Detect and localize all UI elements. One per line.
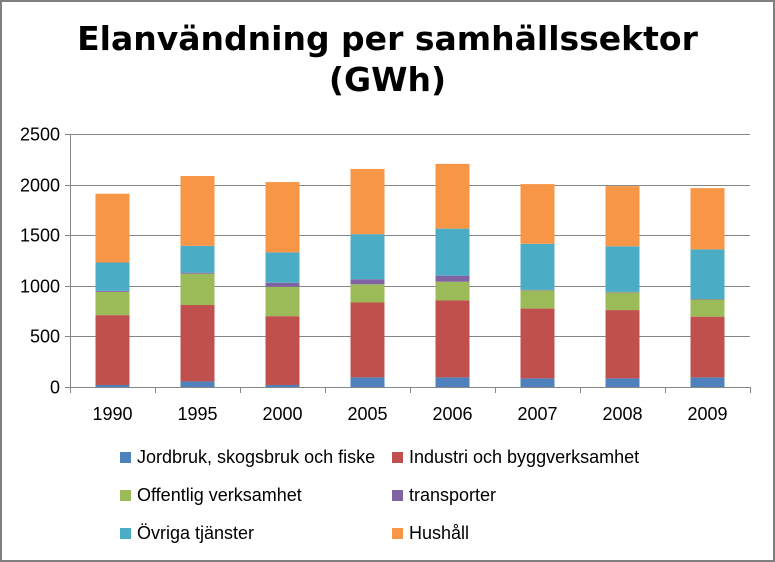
y-tick-label: 2500 — [20, 125, 60, 145]
bar-segment-2007-0 — [520, 378, 555, 387]
legend-swatch — [392, 527, 403, 539]
legend-item: Hushåll — [392, 522, 469, 544]
bar-segment-2005-2 — [350, 284, 385, 303]
x-tick-label: 2005 — [347, 404, 387, 424]
bar-segment-2000-5 — [265, 182, 300, 253]
bar-segment-2006-2 — [435, 281, 470, 301]
chart-title-line-1: Elanvändning per samhällssektor — [77, 19, 698, 58]
legend-label: Jordbruk, skogsbruk och fiske — [137, 447, 376, 467]
bar-segment-1990-4 — [95, 262, 130, 291]
x-tick-label: 2009 — [687, 404, 727, 424]
bar-segment-2009-0 — [690, 377, 725, 387]
bar-segment-2008-2 — [605, 292, 640, 311]
bar-segment-1990-1 — [95, 315, 130, 385]
bar-segment-2008-1 — [605, 310, 640, 379]
x-tick-label: 2006 — [432, 404, 472, 424]
bar-segment-2009-3 — [690, 298, 725, 300]
stacked-bar-chart: 0 500 1000 1500 2000 2500 1990 1995 2000 2005 200… — [20, 125, 751, 424]
legend-swatch — [120, 451, 131, 463]
legend-item: Jordbruk, skogsbruk och fiske — [120, 446, 375, 468]
legend-label: Offentlig verksamhet — [137, 485, 302, 505]
legend-item: transporter — [392, 484, 496, 506]
bar-segment-2008-4 — [605, 246, 640, 292]
bar-segment-2000-2 — [265, 286, 300, 317]
bar-segment-1990-5 — [95, 193, 130, 263]
bar-segment-2006-0 — [435, 377, 470, 387]
bar-segment-1990-3 — [95, 290, 130, 292]
bar-segment-2009-1 — [690, 316, 725, 378]
bar-segment-2007-2 — [520, 290, 555, 309]
bar-segment-2007-1 — [520, 308, 555, 379]
bar-segment-2009-5 — [690, 188, 725, 250]
bar-segment-2009-2 — [690, 299, 725, 317]
bar-segment-2006-1 — [435, 300, 470, 378]
bar-segment-1995-2 — [180, 273, 215, 306]
axes — [70, 134, 751, 393]
bars — [95, 163, 725, 387]
legend-label: Hushåll — [409, 523, 470, 543]
gridlines — [65, 134, 750, 388]
bar-segment-1990-2 — [95, 291, 130, 316]
bar-segment-1995-0 — [180, 381, 215, 387]
bar-segment-2005-5 — [350, 168, 385, 235]
bar-segment-2009-4 — [690, 249, 725, 299]
legend-item: Övriga tjänster — [120, 522, 254, 544]
bar-segment-2000-3 — [265, 282, 300, 287]
bar-segment-2007-5 — [520, 184, 555, 244]
chart-title: Elanvändning per samhällssektor (GWh) — [0, 18, 775, 100]
bar-segment-2008-5 — [605, 186, 640, 247]
bar-segment-2000-1 — [265, 316, 300, 385]
bar-segment-2006-4 — [435, 228, 470, 276]
legend-item: Industri och byggverksamhet — [392, 446, 639, 468]
legend-swatch — [392, 451, 403, 463]
y-tick-labels: 0 500 1000 1500 2000 2500 — [20, 125, 60, 398]
x-tick-label: 2000 — [262, 404, 302, 424]
bar-segment-2005-1 — [350, 302, 385, 378]
bar-segment-1990-0 — [95, 384, 130, 387]
legend-swatch — [392, 489, 403, 501]
x-tick-labels: 1990 1995 2000 2005 2006 2007 2008 2009 — [92, 404, 727, 424]
x-tick-label: 1995 — [177, 404, 217, 424]
legend-label: transporter — [409, 485, 497, 505]
bar-segment-2000-0 — [265, 384, 300, 387]
bar-segment-2005-4 — [350, 234, 385, 280]
bar-segment-2007-3 — [520, 289, 555, 291]
bar-segment-2006-5 — [435, 163, 470, 229]
x-tick-label: 2008 — [602, 404, 642, 424]
legend-label: Övriga tjänster — [137, 523, 255, 543]
chart-title-line-2: (GWh) — [328, 60, 447, 99]
y-tick-label: 0 — [50, 378, 60, 398]
x-tick-label: 2007 — [517, 404, 557, 424]
legend-swatch — [120, 527, 131, 539]
legend-item: Offentlig verksamhet — [120, 484, 302, 506]
y-tick-label: 500 — [30, 327, 60, 347]
legend-label: Industri och byggverksamhet — [409, 447, 640, 467]
legend-swatch — [120, 489, 131, 501]
bar-segment-2007-4 — [520, 243, 555, 290]
bar-segment-1995-4 — [180, 245, 215, 273]
bar-segment-1995-3 — [180, 272, 215, 274]
bar-segment-2008-3 — [605, 291, 640, 293]
x-tick-label: 1990 — [92, 404, 132, 424]
y-tick-label: 2000 — [20, 176, 60, 196]
bar-segment-2008-0 — [605, 378, 640, 387]
bar-segment-1995-1 — [180, 305, 215, 382]
bar-segment-2006-3 — [435, 275, 470, 282]
bar-segment-2005-3 — [350, 279, 385, 285]
y-tick-label: 1500 — [20, 226, 60, 246]
y-tick-label: 1000 — [20, 277, 60, 297]
bar-segment-2000-4 — [265, 252, 300, 283]
bar-segment-1995-5 — [180, 175, 215, 246]
bar-segment-2005-0 — [350, 377, 385, 387]
